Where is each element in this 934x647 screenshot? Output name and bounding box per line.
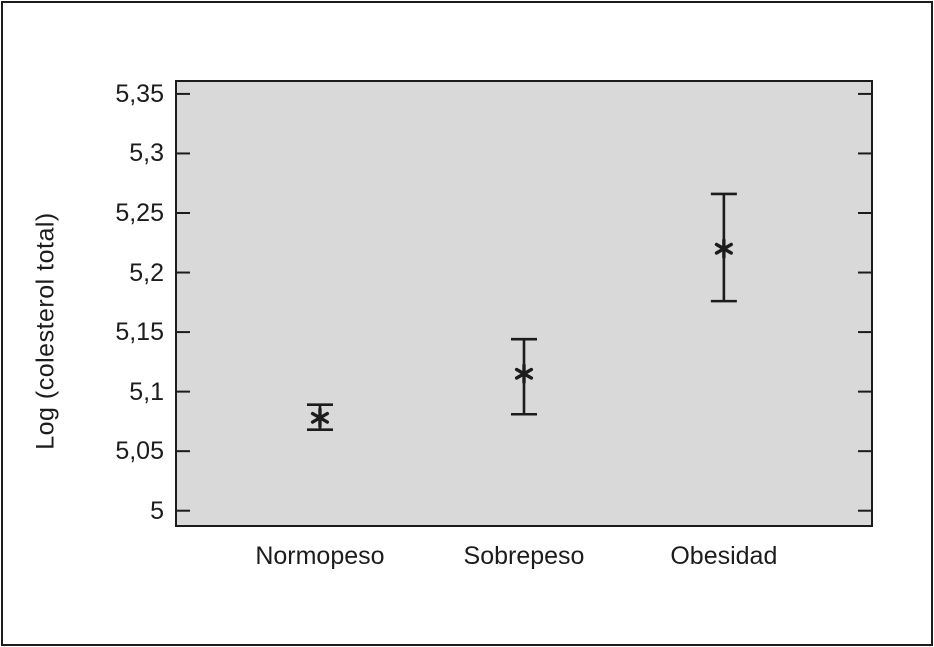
asterisk-marker: [310, 407, 330, 429]
x-category-label: Normopeso: [255, 542, 385, 570]
y-tick-labels: 5 5,05 5,1 5,15 5,2 5,25 5,3 5,35: [0, 0, 164, 647]
y-tick-label: 5,25: [115, 198, 164, 227]
y-tick-label: 5,35: [115, 79, 164, 108]
y-tick-label: 5,2: [129, 258, 164, 287]
x-category-label: Obesidad: [670, 542, 778, 570]
asterisk-spoke: [714, 242, 733, 255]
chart-canvas: [177, 92, 871, 512]
y-tick-label: 5,3: [129, 139, 164, 168]
y-tick-label: 5,15: [115, 318, 164, 347]
asterisk-marker: [514, 363, 534, 384]
x-category-label: Sobrepeso: [463, 542, 585, 570]
y-tick-label: 5: [150, 496, 164, 525]
asterisk-spoke: [310, 411, 330, 424]
y-tick-label: 5,1: [129, 377, 164, 406]
errorbar-sobrepeso: [511, 337, 537, 416]
asterisk-spoke: [514, 367, 534, 380]
plot-area: [175, 80, 873, 527]
errorbar-obesidad: [710, 192, 737, 303]
y-tick-label: 5,05: [115, 437, 164, 466]
asterisk-marker: [714, 238, 733, 259]
errorbar-normopeso: [306, 403, 333, 432]
